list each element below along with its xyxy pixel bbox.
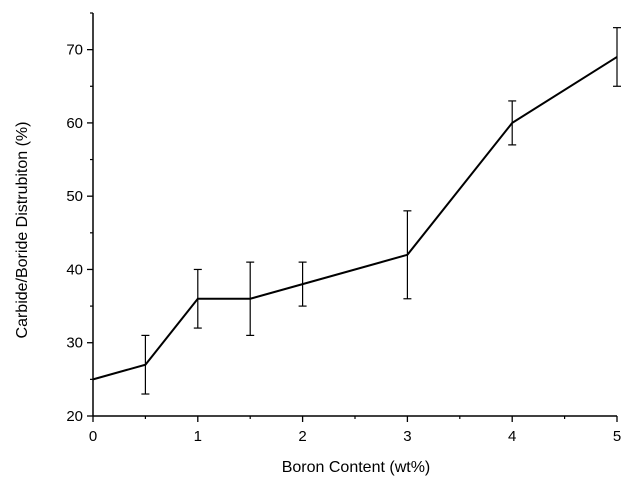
x-axis-ticks: 0 1 2 3 4 5 bbox=[89, 416, 621, 445]
error-bar bbox=[508, 100, 517, 146]
y-tick-label: 50 bbox=[66, 188, 83, 205]
plot-area bbox=[92, 27, 621, 395]
y-tick-label: 60 bbox=[66, 115, 83, 132]
x-tick-label: 5 bbox=[613, 428, 621, 445]
x-tick-label: 1 bbox=[194, 428, 202, 445]
x-tick-label: 2 bbox=[298, 428, 306, 445]
x-tick-label: 0 bbox=[89, 428, 97, 445]
error-bar bbox=[403, 210, 412, 300]
error-bar bbox=[246, 261, 255, 336]
x-tick-label: 3 bbox=[403, 428, 411, 445]
error-bar bbox=[298, 261, 307, 307]
y-tick-label: 40 bbox=[66, 261, 83, 278]
y-tick-label: 70 bbox=[66, 42, 83, 59]
y-axis-title: Carbide/Boride Distrubiton (%) bbox=[14, 122, 31, 339]
y-tick-label: 20 bbox=[66, 408, 83, 425]
axes: 0 1 2 3 4 5 20 30 40 50 60 70 bbox=[66, 12, 621, 445]
error-bar bbox=[193, 268, 202, 329]
x-axis-title: Boron Content (wt%) bbox=[282, 459, 431, 476]
y-tick-label: 30 bbox=[66, 335, 83, 352]
series-line bbox=[92, 56, 618, 381]
x-tick-label: 4 bbox=[508, 428, 516, 445]
error-bar bbox=[141, 334, 150, 395]
error-bar bbox=[613, 27, 621, 87]
y-axis-ticks: 20 30 40 50 60 70 bbox=[66, 12, 93, 425]
